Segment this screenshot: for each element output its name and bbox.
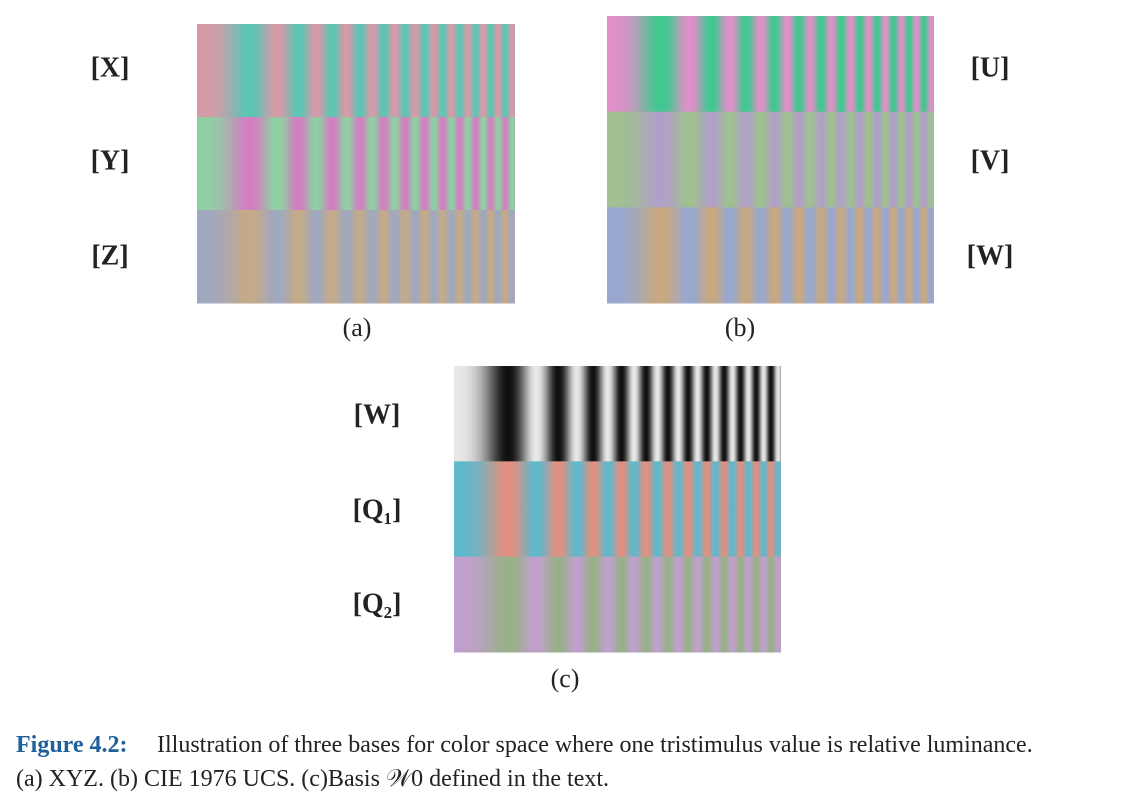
basis-label: [U] xyxy=(971,52,1010,83)
caption-label: Figure 4.2: xyxy=(16,732,128,758)
basis-label: [Z] xyxy=(91,240,128,271)
basis-strip xyxy=(607,16,934,113)
panel-label: (a) xyxy=(343,313,372,342)
basis-strip xyxy=(197,210,515,304)
basis-strip xyxy=(454,366,781,462)
basis-label: [W] xyxy=(967,240,1014,271)
basis-label: [Q₂] xyxy=(353,588,402,619)
caption-text: (a) XYZ. (b) CIE 1976 UCS. (c)Basis 𝒲0 d… xyxy=(16,766,609,792)
basis-strip xyxy=(454,461,781,558)
basis-label: [W] xyxy=(354,399,401,430)
basis-strip xyxy=(197,117,515,211)
basis-label: [Q₁] xyxy=(353,494,402,525)
basis-strip xyxy=(454,556,781,653)
basis-label: [Y] xyxy=(91,145,130,176)
basis-label: [V] xyxy=(971,145,1010,176)
basis-strip xyxy=(197,24,515,118)
basis-label: [X] xyxy=(91,52,130,83)
basis-strip xyxy=(607,207,934,304)
caption-text: Illustration of three bases for color sp… xyxy=(157,732,1033,758)
panel-label: (c) xyxy=(551,664,580,693)
basis-strip xyxy=(607,111,934,208)
panel-label: (b) xyxy=(725,313,755,342)
